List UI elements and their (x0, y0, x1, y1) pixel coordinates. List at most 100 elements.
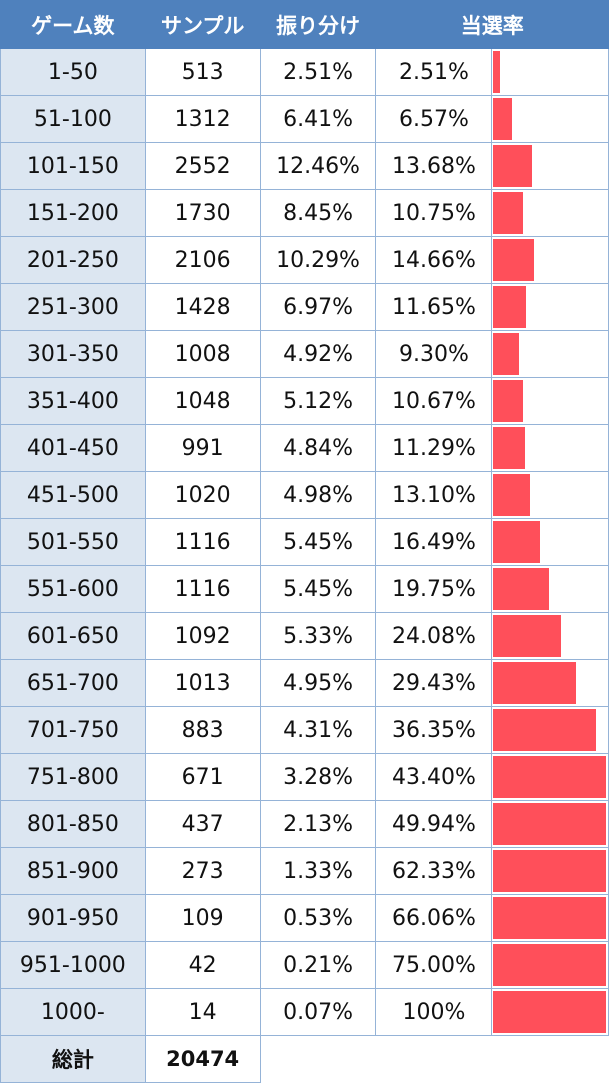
share-cell: 10.29% (259, 236, 377, 284)
game-range-cell: 751-800 (0, 753, 146, 801)
share-cell: 4.95% (259, 659, 377, 707)
share-cell: 3.28% (259, 753, 377, 801)
win-rate-bar-cell (491, 659, 609, 707)
win-rate-cell: 10.75% (375, 189, 493, 237)
header-row: ゲーム数 サンプル 振り分け 当選率 (0, 0, 609, 49)
win-rate-cell: 11.65% (375, 283, 493, 331)
share-cell: 6.41% (259, 95, 377, 143)
samples-cell: 42 (144, 941, 261, 989)
win-rate-bar-cell (491, 612, 609, 660)
game-range-cell: 901-950 (0, 894, 146, 942)
game-range-cell: 1-50 (0, 48, 146, 96)
win-rate-bar (493, 662, 577, 704)
table-row: 51-100 1312 6.41% 6.57% (0, 95, 609, 143)
win-rate-cell: 43.40% (375, 753, 493, 801)
share-cell: 0.53% (259, 894, 377, 942)
game-range-cell: 651-700 (0, 659, 146, 707)
header-game-count: ゲーム数 (0, 0, 146, 49)
table-body: 1-50 513 2.51% 2.51% 51-100 1312 6.41% 6.57% 101… (0, 48, 609, 1036)
game-range-cell: 601-650 (0, 612, 146, 660)
win-rate-bar (493, 615, 562, 657)
samples-cell: 1116 (144, 565, 261, 613)
win-rate-bar-cell (491, 236, 609, 284)
win-rate-bar (493, 286, 527, 328)
share-cell: 4.98% (259, 471, 377, 519)
total-samples: 20474 (144, 1035, 261, 1083)
samples-cell: 1048 (144, 377, 261, 425)
win-rate-bar-cell (491, 48, 609, 96)
win-rate-cell: 10.67% (375, 377, 493, 425)
win-rate-bar (493, 521, 541, 563)
win-rate-cell: 6.57% (375, 95, 493, 143)
win-rate-bar (493, 333, 520, 375)
win-rate-bar (493, 239, 535, 281)
header-win-rate: 当選率 (375, 0, 609, 49)
table-row: 751-800 671 3.28% 43.40% (0, 753, 609, 801)
win-rate-bar-cell (491, 377, 609, 425)
win-rate-bar (493, 897, 607, 939)
samples-cell: 513 (144, 48, 261, 96)
win-rate-bar (493, 51, 501, 93)
share-cell: 6.97% (259, 283, 377, 331)
win-rate-bar-cell (491, 894, 609, 942)
samples-cell: 1020 (144, 471, 261, 519)
share-cell: 5.33% (259, 612, 377, 660)
share-cell: 4.92% (259, 330, 377, 378)
samples-cell: 1008 (144, 330, 261, 378)
game-range-cell: 201-250 (0, 236, 146, 284)
win-rate-bar-cell (491, 706, 609, 754)
win-rate-bar-cell (491, 941, 609, 989)
table-row: 251-300 1428 6.97% 11.65% (0, 283, 609, 331)
win-rate-cell: 13.10% (375, 471, 493, 519)
share-cell: 2.13% (259, 800, 377, 848)
samples-cell: 1730 (144, 189, 261, 237)
game-range-cell: 951-1000 (0, 941, 146, 989)
win-rate-bar (493, 192, 524, 234)
win-rate-cell: 24.08% (375, 612, 493, 660)
table-row: 501-550 1116 5.45% 16.49% (0, 518, 609, 566)
samples-cell: 1116 (144, 518, 261, 566)
game-range-cell: 1000- (0, 988, 146, 1036)
share-cell: 12.46% (259, 142, 377, 190)
game-range-cell: 101-150 (0, 142, 146, 190)
share-cell: 5.12% (259, 377, 377, 425)
game-range-cell: 301-350 (0, 330, 146, 378)
win-rate-bar-cell (491, 800, 609, 848)
share-cell: 5.45% (259, 518, 377, 566)
share-cell: 0.21% (259, 941, 377, 989)
share-cell: 5.45% (259, 565, 377, 613)
samples-cell: 109 (144, 894, 261, 942)
samples-cell: 2106 (144, 236, 261, 284)
win-rate-bar (493, 850, 607, 892)
share-cell: 8.45% (259, 189, 377, 237)
table-row: 801-850 437 2.13% 49.94% (0, 800, 609, 848)
header-share: 振り分け (259, 0, 377, 49)
win-rate-cell: 49.94% (375, 800, 493, 848)
game-range-cell: 151-200 (0, 189, 146, 237)
win-rate-bar (493, 474, 531, 516)
win-rate-cell: 19.75% (375, 565, 493, 613)
win-rate-bar (493, 145, 533, 187)
share-cell: 0.07% (259, 988, 377, 1036)
win-rate-cell: 62.33% (375, 847, 493, 895)
game-range-cell: 251-300 (0, 283, 146, 331)
win-rate-bar-cell (491, 283, 609, 331)
share-cell: 1.33% (259, 847, 377, 895)
game-range-cell: 451-500 (0, 471, 146, 519)
win-rate-bar (493, 427, 526, 469)
win-rate-bar-cell (491, 142, 609, 190)
win-rate-cell: 66.06% (375, 894, 493, 942)
samples-cell: 1092 (144, 612, 261, 660)
win-rate-cell: 11.29% (375, 424, 493, 472)
win-rate-bar (493, 803, 607, 845)
win-rate-cell: 13.68% (375, 142, 493, 190)
game-range-cell: 401-450 (0, 424, 146, 472)
samples-cell: 273 (144, 847, 261, 895)
win-rate-bar (493, 380, 524, 422)
win-rate-bar-cell (491, 95, 609, 143)
samples-cell: 14 (144, 988, 261, 1036)
game-range-cell: 801-850 (0, 800, 146, 848)
win-rate-bar (493, 991, 607, 1033)
